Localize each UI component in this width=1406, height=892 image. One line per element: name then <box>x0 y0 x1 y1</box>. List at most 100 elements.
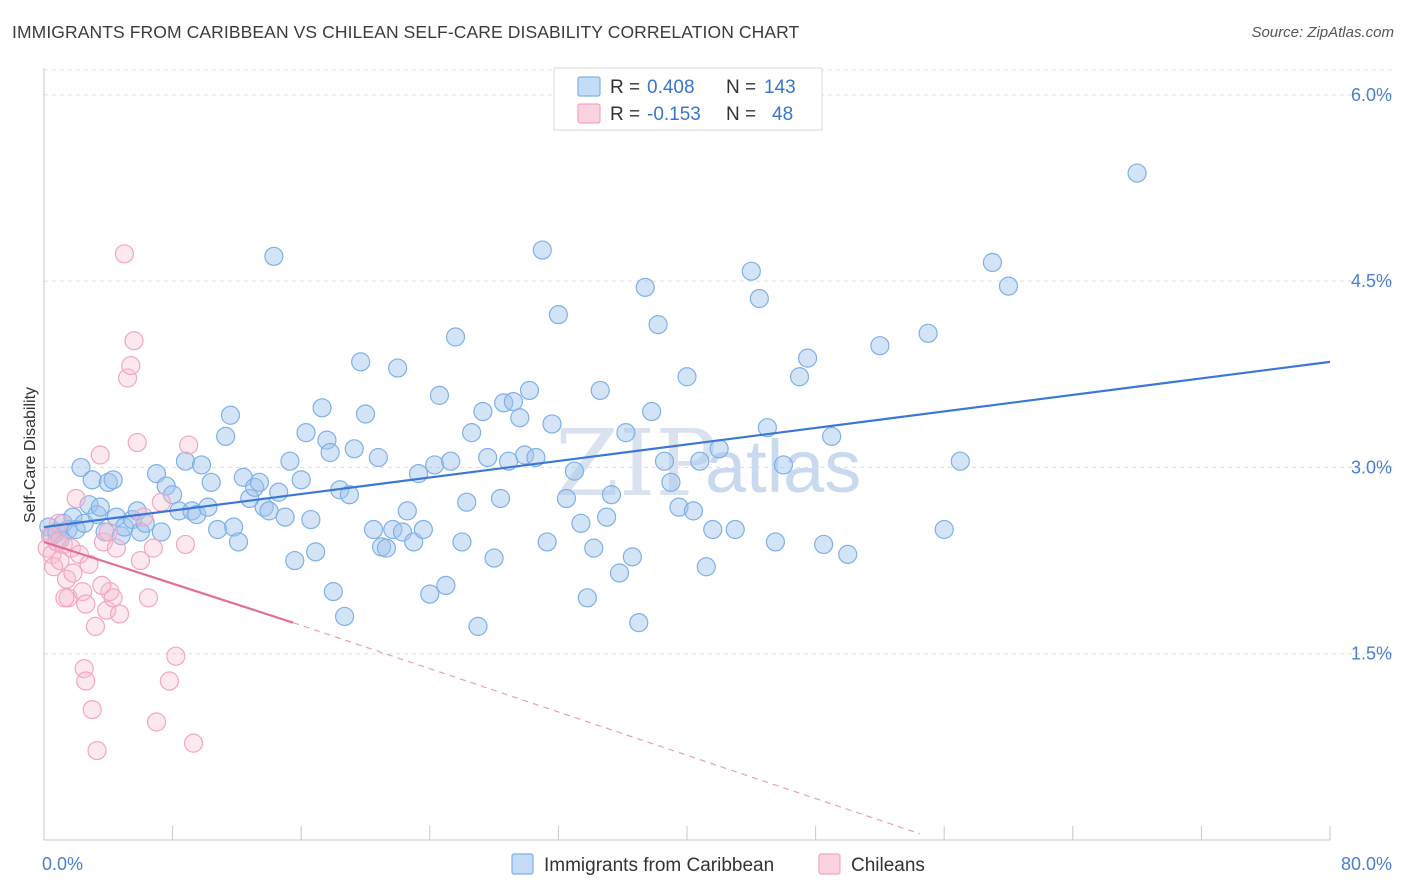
caribbean-point <box>335 606 355 627</box>
caribbean-point <box>597 507 617 527</box>
caribbean-point <box>441 451 461 471</box>
chilean-point <box>79 554 99 574</box>
legend-n-label-chilean: N = <box>726 104 756 125</box>
caribbean-point <box>208 519 228 540</box>
caribbean-point <box>556 488 577 509</box>
legend-r-label-caribbean: R = <box>610 77 640 98</box>
caribbean-point <box>532 240 552 260</box>
caribbean-point <box>445 327 466 347</box>
x-tick-label-min: 0.0% <box>42 854 83 874</box>
caribbean-point <box>461 423 482 443</box>
caribbean-point <box>703 519 723 540</box>
grid-lines <box>44 69 1392 655</box>
caribbean-point <box>452 532 472 552</box>
bottom-legend-label-caribbean: Immigrants from Caribbean <box>544 855 774 876</box>
caribbean-point <box>473 401 493 422</box>
caribbean-point <box>436 575 456 596</box>
chilean-point <box>97 600 117 620</box>
caribbean-point <box>503 391 523 412</box>
watermark-zip: ZIP <box>555 410 717 517</box>
chilean-point <box>92 575 112 596</box>
caribbean-point <box>648 314 668 335</box>
chilean-point <box>166 646 186 666</box>
chilean-point <box>109 604 130 624</box>
caribbean-point <box>363 519 384 540</box>
source-label: Source: ZipAtlas.com <box>1251 24 1394 41</box>
chilean-point <box>55 588 75 608</box>
chilean-point <box>130 550 151 571</box>
bottom-legend-label-chilean: Chileans <box>851 855 925 876</box>
caribbean-point <box>429 385 450 405</box>
axes <box>43 68 1331 841</box>
caribbean-point <box>457 492 477 512</box>
caribbean-point <box>249 472 270 492</box>
legend-r-value-caribbean: 0.408 <box>647 77 695 98</box>
legend-n-label-caribbean: N = <box>726 77 756 98</box>
caribbean-point <box>789 367 810 387</box>
caribbean-point <box>1127 163 1147 183</box>
caribbean-point <box>388 358 408 378</box>
legend-r-value-chilean: -0.153 <box>647 104 701 125</box>
caribbean-point <box>654 451 675 471</box>
y-tick-label: 1.5% <box>1351 644 1392 664</box>
caribbean-point <box>275 507 295 527</box>
caribbean-point <box>220 405 241 425</box>
caribbean-point <box>490 488 511 509</box>
trend-lines <box>43 360 1331 835</box>
caribbean-point <box>344 439 364 459</box>
caribbean-point <box>301 509 321 530</box>
caribbean-point <box>323 582 343 602</box>
caribbean-point <box>571 513 591 533</box>
caribbean-point <box>510 408 530 428</box>
caribbean-point <box>351 352 371 372</box>
caribbean-point <box>577 588 597 608</box>
caribbean-point <box>130 522 151 542</box>
caribbean-points <box>39 163 1147 636</box>
caribbean-point <box>413 519 433 540</box>
legend-swatch-caribbean <box>577 76 601 97</box>
chilean-point <box>124 331 144 351</box>
chilean-point <box>117 368 138 388</box>
legend-swatch-chilean <box>577 103 601 124</box>
caribbean-point <box>537 532 557 552</box>
caribbean-point <box>616 423 636 443</box>
chilean-point <box>66 488 86 509</box>
caribbean-point <box>677 367 697 387</box>
caribbean-point <box>690 451 710 471</box>
chilean-point <box>82 699 102 720</box>
caribbean-point <box>259 501 279 521</box>
chilean-point <box>63 563 83 583</box>
chilean-point <box>179 435 199 455</box>
caribbean-point <box>773 455 794 475</box>
caribbean-point <box>376 538 396 558</box>
caribbean-point <box>765 532 786 552</box>
y-axis-title: Self-Care Disability <box>22 387 39 523</box>
caribbean-point <box>757 418 777 438</box>
chilean-point <box>127 432 147 453</box>
caribbean-point <box>484 548 504 568</box>
chilean-point <box>146 712 167 732</box>
caribbean-point <box>163 485 183 505</box>
chilean-trend-line <box>43 540 294 624</box>
caribbean-point <box>814 534 834 555</box>
top-legend: R = 0.408 N = 143 R = -0.153 N = 48 <box>553 67 823 131</box>
caribbean-point <box>725 519 745 540</box>
bottom-legend-swatch-chilean <box>818 853 841 875</box>
caribbean-point <box>224 517 244 537</box>
caribbean-point <box>478 447 498 468</box>
legend-n-value-chilean: 48 <box>772 104 793 125</box>
chart-title: IMMIGRANTS FROM CARIBBEAN VS CHILEAN SEL… <box>12 22 800 42</box>
caribbean-point <box>397 501 417 521</box>
caribbean-point <box>82 470 102 490</box>
bottom-legend: Immigrants from Caribbean Chileans <box>511 853 925 876</box>
caribbean-point <box>934 519 954 540</box>
chilean-point <box>134 507 154 527</box>
chilean-point <box>151 492 171 512</box>
caribbean-point <box>187 505 207 525</box>
chilean-point <box>175 534 196 555</box>
caribbean-point <box>749 288 769 309</box>
caribbean-point <box>741 261 761 281</box>
caribbean-point <box>629 613 649 633</box>
caribbean-point <box>635 277 655 297</box>
